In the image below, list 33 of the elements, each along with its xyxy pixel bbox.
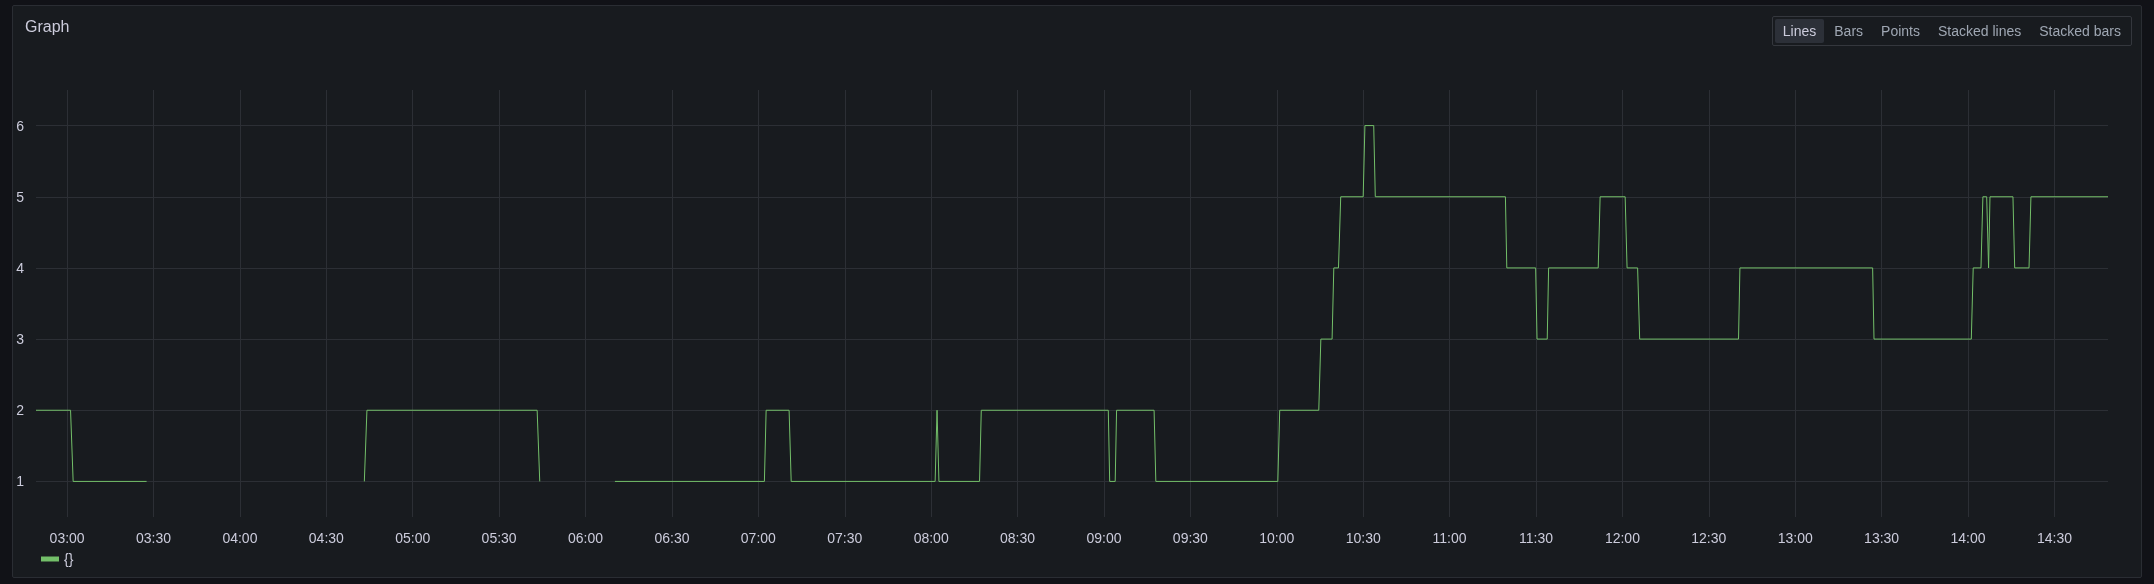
x-tick-label: 11:30 — [1519, 530, 1554, 546]
x-tick-label: 12:30 — [1691, 530, 1727, 546]
x-tick-label: 08:30 — [1000, 530, 1036, 546]
x-tick-label: 14:30 — [2036, 530, 2073, 546]
x-tick-label: 03:30 — [135, 530, 172, 546]
y-tick-label: 2 — [16, 402, 25, 419]
y-tick-label: 5 — [16, 188, 25, 205]
x-tick-label: 10:00 — [1259, 530, 1295, 546]
x-tick-label: 07:30 — [827, 530, 863, 546]
chart-title: Graph — [25, 18, 70, 36]
x-tick-label: 08:00 — [913, 530, 949, 546]
x-tick-label: 04:00 — [222, 530, 258, 546]
y-tick-label: 6 — [16, 117, 25, 134]
y-tick-label: 1 — [16, 473, 25, 490]
x-tick-label: 09:30 — [1172, 530, 1209, 546]
legend-label: {} — [64, 551, 74, 567]
x-tick-label: 12:00 — [1604, 530, 1641, 546]
x-tick-label: 11:00 — [1432, 530, 1467, 546]
x-tick-label: 05:00 — [395, 530, 431, 546]
x-tick-label: 06:00 — [568, 530, 604, 546]
x-tick-label: 07:00 — [740, 530, 777, 546]
x-tick-label: 09:00 — [1086, 530, 1122, 546]
view-mode-toggle: Lines Bars Points Stacked lines Stacked bars — [1771, 16, 2132, 46]
x-tick-label: 13:30 — [1864, 530, 1900, 546]
x-tick-label: 13:00 — [1777, 530, 1813, 546]
x-tick-label: 04:30 — [308, 530, 345, 546]
x-tick-label: 14:00 — [1950, 530, 1986, 546]
x-tick-label: 03:00 — [49, 530, 85, 546]
x-tick-label: 06:30 — [654, 530, 690, 546]
y-tick-label: 3 — [16, 331, 25, 348]
y-tick-label: 4 — [16, 259, 25, 276]
x-tick-label: 10:30 — [1345, 530, 1381, 546]
x-tick-label: 05:30 — [481, 530, 517, 546]
